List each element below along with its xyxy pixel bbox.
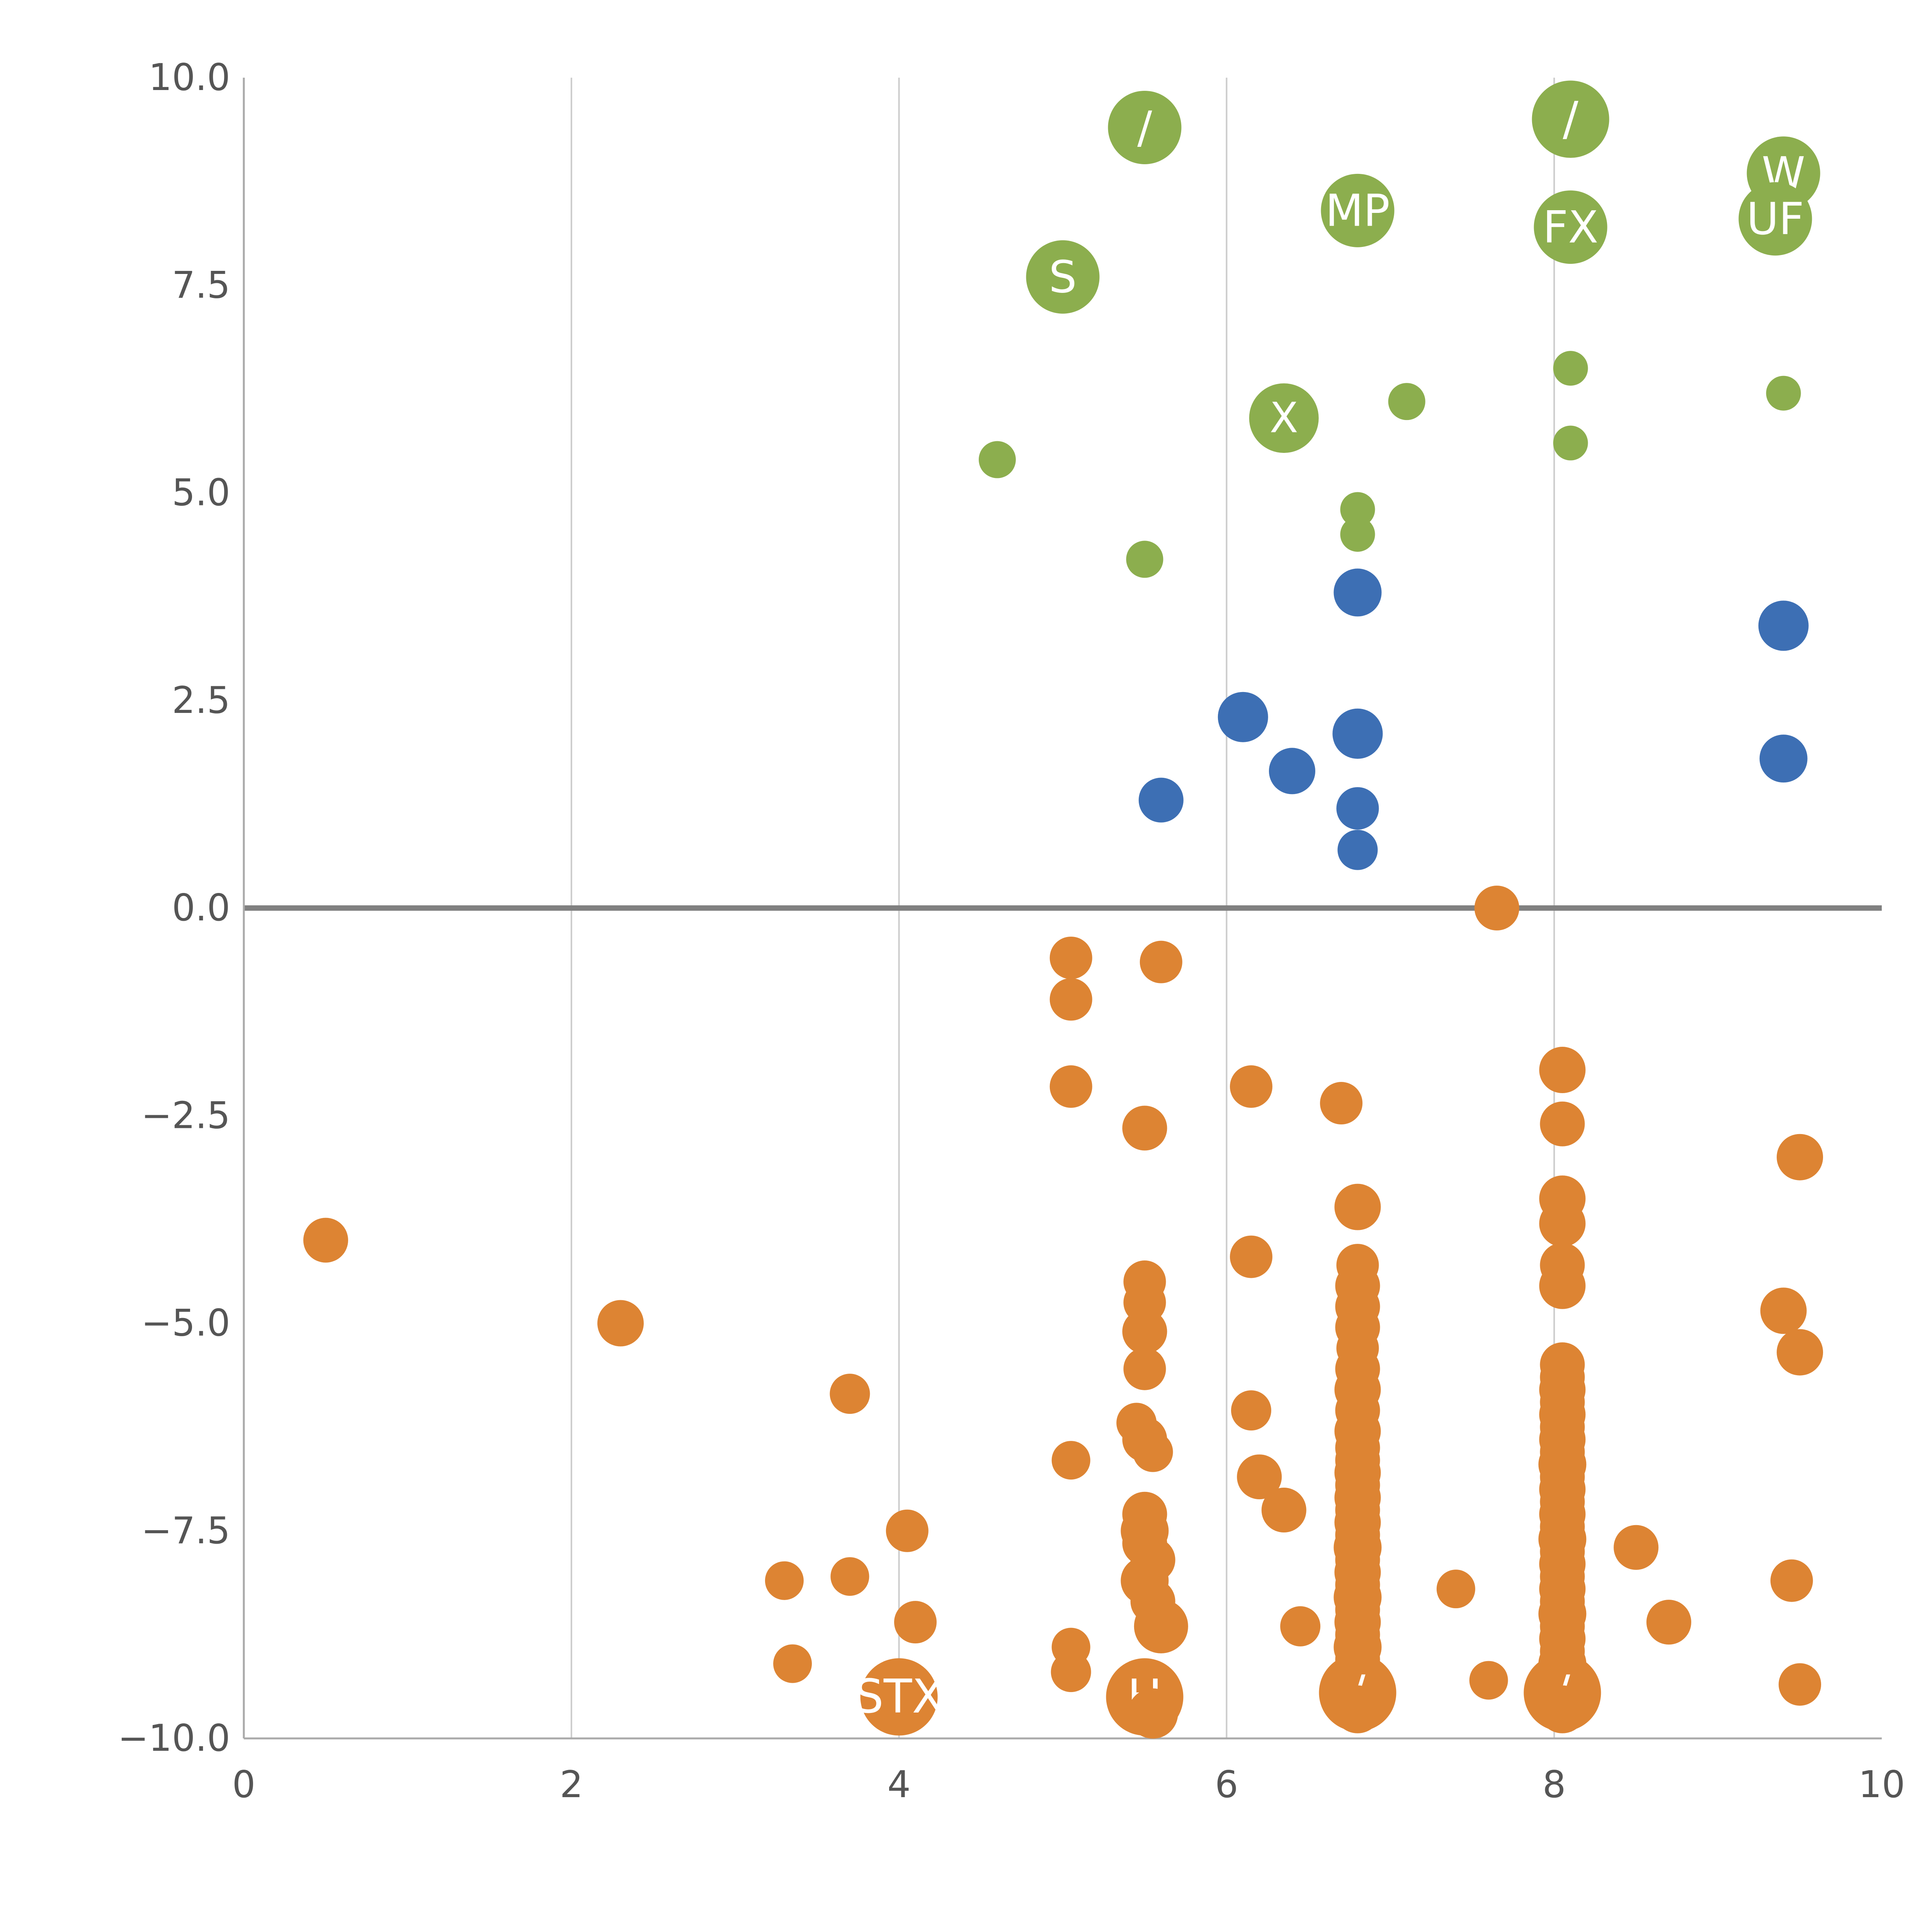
bubble-orange (1614, 1525, 1659, 1570)
bubble-orange (1051, 1441, 1090, 1480)
bubble-orange (1049, 978, 1092, 1021)
y-tick-label: −2.5 (141, 1094, 230, 1137)
bubble-blue (1337, 830, 1378, 870)
bubble-green (1340, 517, 1375, 552)
y-tick-label: 10.0 (148, 56, 230, 99)
bubble-orange (1539, 1047, 1586, 1094)
bubble-orange (1474, 886, 1519, 930)
bubble-orange (1261, 1488, 1306, 1533)
bubble-green (1553, 425, 1588, 461)
bubble-blue (1759, 735, 1808, 783)
bubble-orange (860, 1658, 938, 1736)
bubble-orange (1770, 1559, 1813, 1602)
bubble-label: S (1049, 251, 1077, 303)
bubble-orange (1436, 1570, 1475, 1609)
bubble-label: MP (1325, 185, 1390, 236)
bubble-green (1108, 90, 1182, 164)
bubble-orange (1333, 1685, 1382, 1733)
y-tick-label: −5.0 (141, 1302, 230, 1345)
bubble-orange (1320, 1082, 1363, 1125)
bubble-orange (303, 1218, 348, 1263)
bubble-green (1534, 190, 1607, 264)
bubble-orange (1049, 936, 1092, 979)
bubble-blue (1138, 777, 1184, 823)
bubble-orange (773, 1644, 812, 1683)
bubble-orange (1133, 1432, 1173, 1472)
bubble-orange (894, 1601, 937, 1644)
bubble-green (1388, 383, 1425, 420)
x-tick-label: 8 (1543, 1764, 1566, 1806)
bubble-green (1249, 383, 1319, 453)
bubble-label: FX (1543, 201, 1599, 253)
bubble-orange (1122, 1105, 1167, 1151)
bubble-green (1340, 492, 1375, 527)
bubble-orange (1334, 1184, 1381, 1230)
bubble-orange (1123, 1347, 1166, 1390)
bubble-blue (1758, 600, 1809, 651)
bubble-orange (830, 1374, 870, 1414)
y-tick-label: 0.0 (172, 887, 230, 929)
bubble-orange (1760, 1287, 1807, 1334)
bubble-orange (1777, 1329, 1823, 1376)
x-tick-label: 2 (560, 1764, 583, 1806)
bubble-orange (1777, 1134, 1823, 1180)
bubble-blue (1333, 568, 1382, 617)
bubble-orange (765, 1561, 804, 1600)
bubble-orange (1538, 1685, 1587, 1733)
bubble-green (1126, 541, 1163, 578)
y-tick-label: 7.5 (172, 264, 230, 306)
y-tick-label: −7.5 (141, 1510, 230, 1552)
bubble-orange (1539, 1262, 1586, 1309)
bubble-blue (1332, 708, 1383, 759)
bubble-green (1026, 240, 1100, 314)
bubble-orange (1122, 1309, 1167, 1354)
bubble-green (1738, 182, 1812, 256)
bubble-orange (1779, 1663, 1821, 1706)
bubble-orange (1237, 1454, 1282, 1500)
bubble-orange (1280, 1606, 1321, 1646)
bubble-orange (1128, 1688, 1178, 1739)
bubble-orange (1646, 1600, 1691, 1645)
bubble-label: STX (854, 1670, 944, 1724)
bubble-green (1766, 376, 1801, 411)
y-tick-label: −10.0 (118, 1717, 230, 1760)
bubble-green (1321, 173, 1395, 247)
x-tick-label: 10 (1859, 1764, 1905, 1806)
y-tick-label: 2.5 (172, 679, 230, 722)
bubble-blue (1269, 748, 1315, 794)
bubble-orange (1051, 1652, 1091, 1692)
bubble-label: / (1137, 102, 1152, 153)
bubble-blue (1336, 787, 1379, 830)
bubble-label: / (1563, 92, 1578, 146)
x-tick-label: 4 (887, 1764, 910, 1806)
bubble-orange (1049, 1065, 1092, 1108)
bubble-orange (597, 1300, 644, 1347)
bubble-orange (1540, 1101, 1585, 1146)
bubble-green (978, 441, 1016, 478)
bubble-orange (1134, 1599, 1188, 1653)
bubble-orange (1539, 1200, 1586, 1247)
bubble-orange (886, 1509, 929, 1552)
bubble-orange (1139, 940, 1182, 983)
bubble-orange (1469, 1661, 1508, 1700)
bubble-green (1532, 80, 1609, 158)
bubble-green (1553, 351, 1588, 386)
bubble-label: UF (1747, 193, 1804, 245)
x-tick-label: 0 (232, 1764, 255, 1806)
bubble-orange (1230, 1065, 1272, 1108)
y-tick-label: 5.0 (172, 472, 230, 514)
bubble-orange (830, 1557, 869, 1596)
bubble-label: X (1270, 394, 1298, 442)
bubble-blue (1218, 692, 1268, 742)
bubble-orange (1231, 1390, 1271, 1431)
bubble-orange (1230, 1235, 1272, 1278)
x-tick-label: 6 (1215, 1764, 1238, 1806)
